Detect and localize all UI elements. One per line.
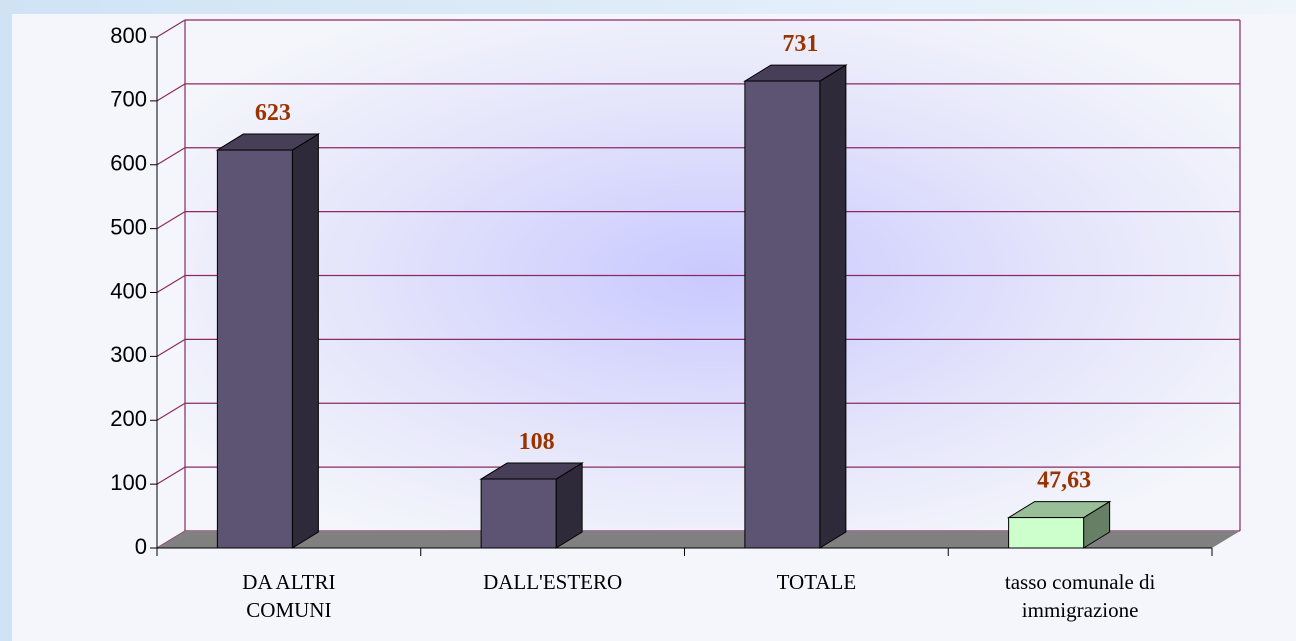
value-label: 623 [255,100,291,126]
bar-side [291,133,319,549]
y-tick-label: 500 [110,214,147,239]
bar [744,80,821,549]
x-tick-label: DALL'ESTERO [483,570,623,594]
grid-line [156,147,186,166]
bar [216,149,293,549]
value-label: 108 [519,429,555,455]
value-label: 731 [782,31,818,57]
y-tick-label: 600 [110,151,147,176]
bar [480,478,557,549]
y-tick-label: 700 [110,87,147,112]
x-tick-label: TOTALE [776,570,857,594]
y-tick-label: 0 [135,534,147,559]
grid-line [156,211,186,230]
grid-line [156,83,186,102]
y-tick-label: 400 [110,278,147,303]
x-tick-label: tasso comunale di immigrazione [1004,570,1156,622]
value-label: 47,63 [1037,468,1091,494]
grid-line [156,274,186,294]
bar-side [819,64,847,549]
y-tick-label: 100 [110,470,147,495]
y-tick-label: 300 [110,342,147,367]
bar [1008,517,1085,549]
grid-line [156,466,186,485]
x-tick-label: DA ALTRI COMUNI [242,570,336,622]
y-tick-label: 800 [110,23,147,48]
grid-line [156,338,186,357]
grid-line [156,19,186,38]
grid-line [156,402,186,421]
floor [157,531,1240,548]
y-tick-label: 200 [110,406,147,431]
